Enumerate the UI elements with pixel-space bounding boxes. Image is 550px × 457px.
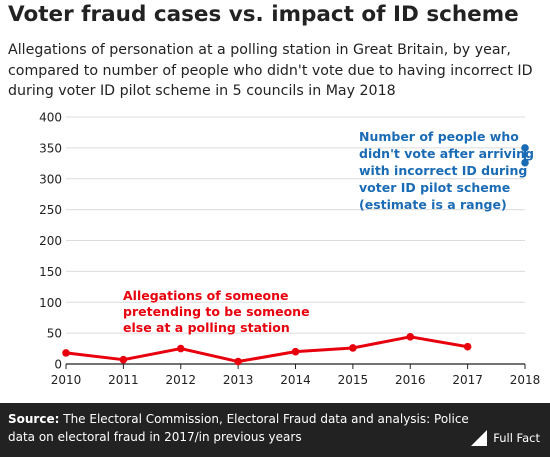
y-tick-label: 100: [39, 296, 62, 310]
x-tick-label: 2014: [280, 373, 311, 387]
pilot-annotation-line: with incorrect ID during: [359, 163, 527, 178]
pilot-annotation-line: voter ID pilot scheme: [359, 180, 510, 195]
x-tick-label: 2015: [338, 373, 369, 387]
x-tick-label: 2016: [395, 373, 426, 387]
x-tick-label: 2017: [452, 373, 483, 387]
data-point: [234, 357, 242, 366]
logo-text: Full Fact: [493, 431, 540, 445]
data-point: [291, 347, 300, 356]
full-fact-logo: Full Fact: [470, 429, 540, 447]
x-tick-label: 2018: [510, 373, 541, 387]
source-label: Source:: [8, 412, 60, 426]
y-tick-label: 250: [39, 203, 62, 217]
y-tick-label: 50: [47, 327, 62, 341]
y-tick-label: 300: [39, 172, 62, 186]
source-note: Source: The Electoral Commission, Electo…: [8, 411, 478, 446]
pilot-annotation-line: didn't vote after arriving: [359, 146, 534, 161]
chart-title: Voter fraud cases vs. impact of ID schem…: [8, 2, 519, 27]
data-point: [176, 344, 185, 353]
x-tick-label: 2010: [51, 373, 82, 387]
x-axis: 2010 2011 2012 2013 2014 2015 2016 2017 2018: [51, 364, 541, 387]
data-point: [406, 333, 415, 341]
data-point: [119, 355, 128, 364]
y-tick-label: 150: [39, 265, 62, 279]
pilot-annotation-line: (estimate is a range): [359, 197, 507, 212]
allegations-series: [62, 333, 472, 366]
allegations-annotation-line: Allegations of someone: [123, 288, 289, 303]
range-low-point: [521, 158, 529, 167]
source-text: The Electoral Commission, Electoral Frau…: [8, 412, 469, 444]
allegations-annotation-line: pretending to be someone: [123, 304, 310, 319]
data-point: [349, 344, 357, 352]
chart-subtitle: Allegations of personation at a polling …: [8, 42, 533, 99]
y-axis: 0 50 100 150 200 250 300 350 400: [39, 111, 62, 372]
data-point: [463, 342, 472, 351]
y-tick-label: 0: [54, 358, 62, 372]
full-fact-logo-icon: [470, 429, 488, 447]
range-high-point: [521, 144, 529, 152]
pilot-annotation: Number of people who didn't vote after ar…: [359, 129, 534, 212]
y-tick-label: 350: [39, 141, 62, 155]
pilot-annotation-line: Number of people who: [359, 129, 519, 144]
x-tick-label: 2013: [223, 373, 254, 387]
allegations-annotation-line: else at a polling station: [123, 320, 290, 335]
y-tick-label: 200: [39, 234, 62, 248]
data-point: [62, 349, 70, 357]
pilot-range-marker: [521, 144, 529, 167]
y-tick-label: 400: [39, 111, 62, 125]
footer: Source: The Electoral Commission, Electo…: [0, 403, 550, 457]
series-line: [65, 335, 468, 364]
x-tick-label: 2012: [165, 373, 196, 387]
x-tick-label: 2011: [108, 373, 139, 387]
